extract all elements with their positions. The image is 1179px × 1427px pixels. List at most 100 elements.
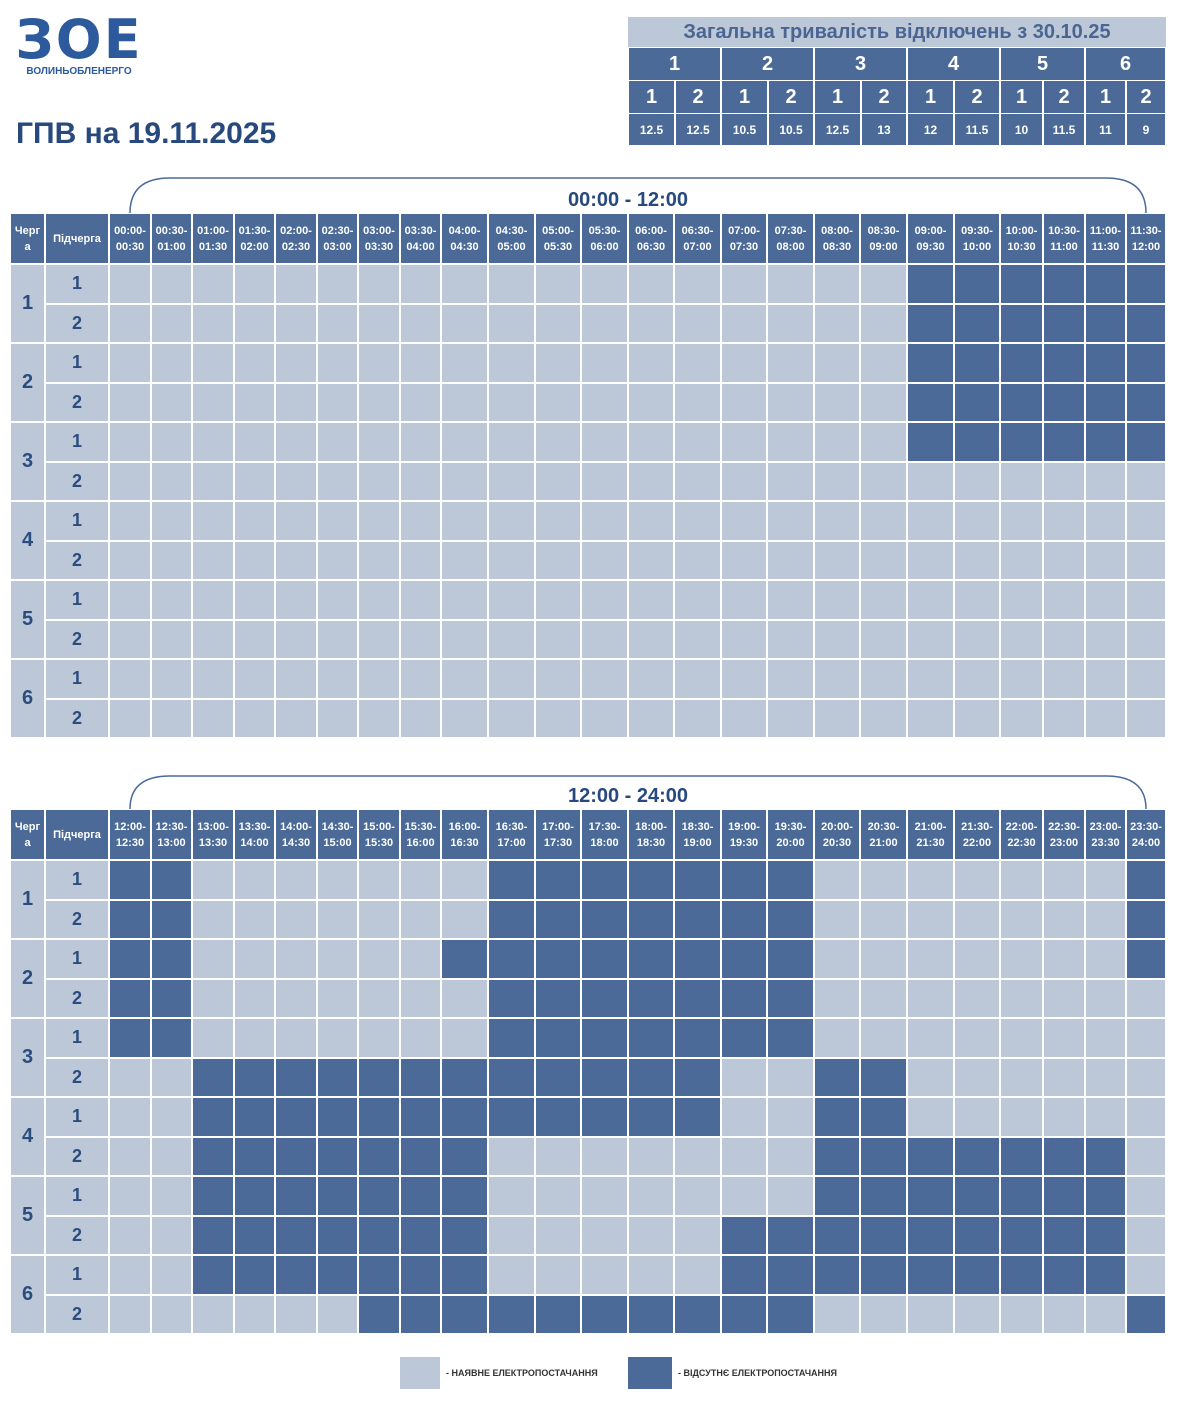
- slot-cell: [722, 979, 766, 1017]
- time-line: 21:30: [916, 836, 945, 849]
- slot-cell: [722, 1137, 766, 1175]
- time-line: 22:30: [1007, 836, 1036, 849]
- slot-cell: [110, 541, 150, 579]
- slot-cell: [1044, 462, 1084, 500]
- slot-cell: [722, 1216, 766, 1254]
- slot-cell: [110, 979, 150, 1017]
- time-line: 07:00-: [728, 224, 760, 237]
- slot-cell: [908, 900, 953, 938]
- slot-cell: [955, 979, 999, 1017]
- slot-cell: [1044, 502, 1084, 540]
- slot-cell: [582, 1295, 627, 1333]
- slot-cell: [276, 979, 316, 1017]
- slot-cell: [675, 1137, 720, 1175]
- slot-cell: [152, 541, 191, 579]
- slot-cell: [861, 1098, 906, 1136]
- slot-cell: [359, 660, 399, 698]
- queue-label: 2: [11, 940, 44, 1017]
- slot-cell: [193, 979, 233, 1017]
- slot-cell: [1044, 979, 1084, 1017]
- slot-cell: [722, 1098, 766, 1136]
- slot-cell: [1127, 1216, 1165, 1254]
- slot-cell: [276, 541, 316, 579]
- slot-cell: [276, 620, 316, 658]
- slot-cell: [536, 1098, 580, 1136]
- time-slot: 09:00- 09:30: [908, 214, 953, 263]
- slot-cell: [1001, 620, 1042, 658]
- queue-label: 6: [11, 660, 44, 737]
- slot-cell: [1044, 1058, 1084, 1096]
- slot-cell: [318, 660, 357, 698]
- slot-cell: [861, 979, 906, 1017]
- slot-cell: [1001, 344, 1042, 382]
- subqueue-label: 2: [46, 462, 108, 500]
- slot-cell: [318, 861, 357, 899]
- slot-cell: [110, 620, 150, 658]
- time-slot: 04:30- 05:00: [489, 214, 534, 263]
- slot-cell: [955, 1177, 999, 1215]
- slot-cell: [276, 344, 316, 382]
- slot-cell: [1001, 1177, 1042, 1215]
- slot-cell: [722, 383, 766, 421]
- slot-cell: [318, 462, 357, 500]
- time-line: 22:00-: [1005, 820, 1038, 833]
- slot-cell: [768, 940, 813, 978]
- slot-cell: [1127, 541, 1165, 579]
- slot-cell: [235, 1019, 274, 1057]
- slot-cell: [582, 1256, 627, 1294]
- slot-cell: [1086, 502, 1125, 540]
- slot-cell: [442, 383, 487, 421]
- time-slot: 03:30- 04:00: [401, 214, 440, 263]
- time-line: 17:00-: [542, 820, 574, 833]
- slot-cell: [675, 620, 720, 658]
- slot-cell: [536, 581, 580, 619]
- time-line: 21:00: [869, 836, 898, 849]
- summary-subqueue: 2: [676, 81, 720, 113]
- slot-cell: [442, 462, 487, 500]
- slot-cell: [722, 344, 766, 382]
- slot-cell: [152, 462, 191, 500]
- slot-cell: [1001, 660, 1042, 698]
- summary-subqueue: 1: [908, 81, 953, 113]
- slot-cell: [193, 900, 233, 938]
- time-line: 03:30-: [404, 224, 437, 237]
- slot-cell: [1044, 861, 1084, 899]
- slot-cell: [489, 1216, 534, 1254]
- time-line: 16:30: [450, 836, 479, 849]
- slot-cell: [359, 1216, 399, 1254]
- slot-cell: [1086, 940, 1125, 978]
- slot-cell: [629, 502, 673, 540]
- time-line: 23:00: [1049, 836, 1079, 849]
- slot-cell: [276, 1177, 316, 1215]
- time-slot: 13:00- 13:30: [193, 810, 233, 859]
- time-line: 11:30: [1091, 240, 1120, 253]
- time-slot: 15:00- 15:30: [359, 810, 399, 859]
- slot-cell: [1086, 660, 1125, 698]
- slot-cell: [582, 304, 627, 342]
- slot-cell: [815, 1098, 859, 1136]
- slot-cell: [536, 541, 580, 579]
- slot-cell: [582, 620, 627, 658]
- slot-cell: [193, 344, 233, 382]
- time-line: 18:00: [590, 836, 619, 849]
- slot-cell: [1001, 1295, 1042, 1333]
- slot-cell: [193, 1137, 233, 1175]
- slot-cell: [536, 1177, 580, 1215]
- slot-cell: [489, 660, 534, 698]
- time-line: 10:30: [1007, 240, 1036, 253]
- slot-cell: [1001, 861, 1042, 899]
- slot-cell: [768, 1098, 813, 1136]
- legend-swatch-on: [400, 1357, 440, 1389]
- slot-cell: [110, 265, 150, 303]
- slot-cell: [861, 423, 906, 461]
- slot-cell: [629, 660, 673, 698]
- subqueue-label: 2: [46, 900, 108, 938]
- time-line: 01:00: [157, 240, 186, 253]
- slot-cell: [582, 581, 627, 619]
- time-line: 02:00-: [280, 224, 312, 237]
- time-line: 04:00: [406, 240, 435, 253]
- time-slot: 15:30- 16:00: [401, 810, 440, 859]
- time-line: 12:00: [1131, 240, 1161, 253]
- slot-cell: [1001, 502, 1042, 540]
- slot-cell: [1127, 1137, 1165, 1175]
